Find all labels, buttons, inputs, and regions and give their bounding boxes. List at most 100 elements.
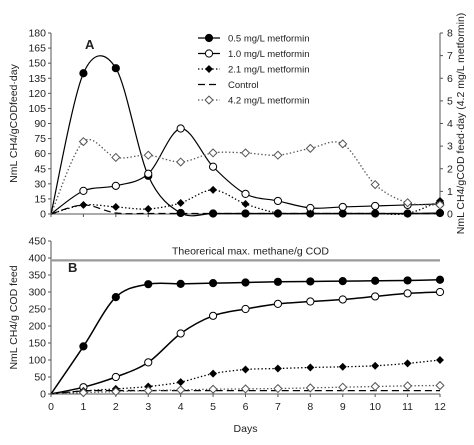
b-x-tick-label: 4 <box>178 401 184 413</box>
b-series-point-1 <box>144 358 153 367</box>
b-series-point-0 <box>79 342 88 351</box>
a-series-point-4 <box>435 200 445 210</box>
a-series-point-2 <box>111 202 120 211</box>
b-series-point-4 <box>208 384 218 394</box>
a-legend-marker-2 <box>205 65 213 73</box>
a-y2-tick-label: 8 <box>447 28 453 40</box>
b-series-point-4 <box>273 383 283 394</box>
a-series-point-2 <box>144 205 153 213</box>
b-series-point-0 <box>208 279 218 288</box>
b-x-tick-label: 11 <box>402 401 413 413</box>
a-series-point-4 <box>240 148 251 158</box>
b-y-tick-label: 200 <box>28 321 46 333</box>
b-series-point-0 <box>306 277 315 286</box>
b-y-tick-label: 350 <box>28 270 46 282</box>
b-series-point-1 <box>208 311 218 320</box>
a-series-point-1 <box>79 186 88 195</box>
b-series-point-2 <box>273 364 282 373</box>
a-y-tick-label: 165 <box>28 43 46 55</box>
a-series-point-4 <box>143 150 153 160</box>
b-series-point-1 <box>273 299 283 308</box>
a-y-tick-label: 135 <box>28 73 46 85</box>
a-legend-label-4: 4.2 mg/L metformin <box>228 96 309 107</box>
a-series-point-4 <box>111 152 121 163</box>
a-series-point-4 <box>176 157 186 167</box>
a-y2-tick-label: 7 <box>447 50 453 62</box>
b-series-point-0 <box>144 280 153 289</box>
a-series-point-4 <box>402 198 413 208</box>
b-series-point-0 <box>111 293 120 302</box>
b-series-point-1 <box>403 289 412 298</box>
a-series-point-2 <box>371 209 380 218</box>
b-x-tick-label: 10 <box>369 401 381 413</box>
b-x-tick-label: 8 <box>307 401 313 413</box>
b-reference-label: Theorerical max. methane/g COD <box>172 245 329 257</box>
a-y-tick-label: 45 <box>34 163 46 175</box>
a-legend-marker-0 <box>204 33 214 43</box>
a-panel-letter: A <box>85 37 95 52</box>
a-series-point-2 <box>209 185 218 194</box>
b-series-point-1 <box>371 292 380 301</box>
b-y-axis-title: NmL CH4/g COD feed <box>8 265 20 369</box>
a-y-tick-label: 120 <box>28 88 46 100</box>
b-x-tick-label: 3 <box>145 401 151 413</box>
b-series-point-0 <box>273 277 283 286</box>
a-series-point-1 <box>176 124 185 133</box>
a-series-point-1 <box>144 169 153 178</box>
b-panel-letter: B <box>68 260 77 275</box>
a-series-point-4 <box>338 139 348 149</box>
b-series-point-2 <box>209 369 218 378</box>
panel-a: 0153045607590105120135150165180012345678… <box>8 13 467 235</box>
a-y2-tick-label: 3 <box>447 141 453 153</box>
b-series-point-4 <box>402 381 413 391</box>
b-series-point-2 <box>306 363 315 372</box>
a-series-point-1 <box>241 189 250 198</box>
a-legend-marker-4 <box>204 95 214 105</box>
b-series-point-0 <box>241 278 250 287</box>
b-series-point-1 <box>338 295 347 304</box>
b-series-0 <box>50 275 445 395</box>
b-x-tick-label: 7 <box>275 401 281 413</box>
a-series-point-1 <box>111 181 120 190</box>
a-series-point-4 <box>208 148 218 158</box>
b-series-point-2 <box>371 361 380 370</box>
b-x-tick-label: 12 <box>434 401 446 413</box>
b-x-tick-label: 5 <box>210 401 216 413</box>
a-series-point-2 <box>273 209 282 217</box>
b-y-tick-label: 0 <box>40 389 46 401</box>
a-series-point-1 <box>371 201 380 211</box>
a-series-point-1 <box>273 196 283 206</box>
a-legend-label-3: Control <box>228 80 259 91</box>
a-legend-label-2: 2.1 mg/L metformin <box>228 65 309 76</box>
b-x-tick-label: 6 <box>243 401 249 413</box>
a-series-point-4 <box>370 179 380 190</box>
b-series-point-2 <box>176 378 185 387</box>
b-y-tick-label: 450 <box>28 236 46 248</box>
a-series-point-4 <box>78 136 89 147</box>
b-y-tick-label: 250 <box>28 304 46 316</box>
b-series-point-0 <box>338 277 347 286</box>
a-series-point-2 <box>176 198 185 207</box>
b-series-point-2 <box>338 362 347 371</box>
a-series-point-2 <box>241 199 250 208</box>
b-series-point-1 <box>306 297 315 306</box>
b-series-point-4 <box>370 381 380 392</box>
a-y-tick-label: 15 <box>34 193 46 205</box>
a-series-point-0 <box>79 69 88 78</box>
b-y-tick-label: 100 <box>28 355 46 367</box>
b-series-line-0 <box>50 279 441 395</box>
a-y2-tick-label: 1 <box>447 186 453 198</box>
a-y-tick-label: 75 <box>34 133 46 145</box>
a-y2-tick-label: 0 <box>447 209 453 221</box>
b-series-point-4 <box>305 383 315 393</box>
a-y-tick-label: 60 <box>34 148 46 160</box>
a-y-tick-label: 150 <box>28 58 46 70</box>
b-series-point-4 <box>338 382 348 392</box>
b-series-point-4 <box>240 384 251 394</box>
b-series-point-0 <box>371 276 380 285</box>
a-series-point-0 <box>111 64 120 73</box>
a-y-tick-label: 90 <box>34 118 46 130</box>
a-series-line-3 <box>50 204 440 215</box>
b-series-point-0 <box>403 276 412 285</box>
